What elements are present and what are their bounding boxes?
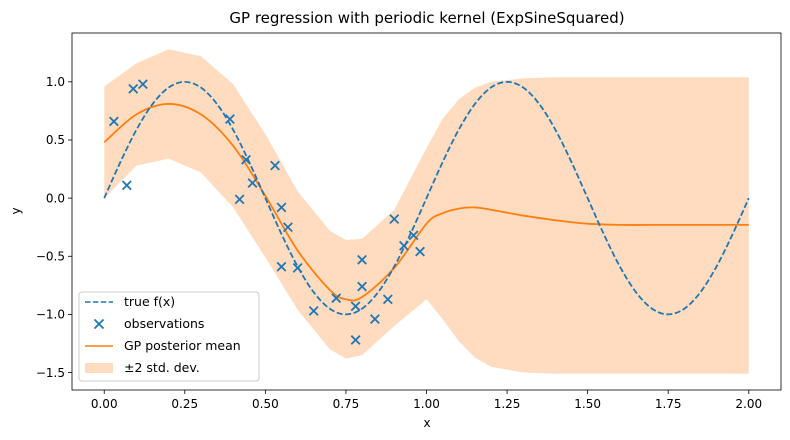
observation-point	[408, 230, 419, 241]
y-axis: −1.5 −1.0 −0.5 0.0 0.5 1.0	[36, 75, 72, 380]
observation-point	[382, 294, 393, 305]
observation-point	[137, 79, 148, 90]
y-axis-label: y	[9, 207, 23, 214]
x-tick-label: 1.50	[574, 397, 601, 411]
x-axis-label: x	[423, 416, 430, 430]
observation-point	[357, 254, 367, 265]
observation-point	[308, 305, 319, 316]
observation-point	[415, 246, 425, 257]
true-f-line	[103, 80, 750, 316]
plot-area	[103, 49, 750, 374]
x-axis: 0.00 0.25 0.50 0.75 1.00 1.25 1.50 1.75 2.00	[91, 390, 762, 411]
y-tick-label: −0.5	[36, 249, 65, 263]
observation-point	[247, 178, 258, 188]
observation-point	[276, 202, 287, 213]
observation-point	[224, 114, 235, 124]
x-tick-label: 1.00	[413, 397, 440, 411]
y-tick-label: −1.0	[36, 308, 65, 322]
std-band-area	[104, 49, 749, 374]
x-tick-label: 1.75	[655, 397, 682, 411]
chart-title: GP regression with periodic kernel (ExpS…	[229, 9, 624, 27]
gp-mean-line	[103, 103, 749, 302]
observation-point	[234, 194, 245, 205]
observation-point	[292, 262, 303, 273]
legend-swatch-observations	[93, 318, 105, 330]
y-tick-label: 0.0	[46, 191, 65, 205]
legend-label-gp-mean: GP posterior mean	[124, 338, 241, 353]
observation-point	[331, 293, 342, 304]
observation-point	[241, 154, 251, 165]
observation-point	[276, 261, 287, 272]
y-tick-label: 1.0	[46, 75, 65, 89]
x-tick-label: 0.25	[171, 397, 198, 411]
observation-point	[399, 240, 409, 251]
observation-point	[128, 83, 139, 94]
observation-point	[121, 180, 132, 191]
observation-point	[282, 222, 293, 233]
y-tick-label: −1.5	[36, 366, 65, 380]
observation-point	[357, 281, 367, 292]
x-tick-label: 2.00	[735, 397, 762, 411]
observation-point	[350, 335, 361, 345]
legend-swatch-band	[85, 363, 113, 373]
legend-label-true-f: true f(x)	[124, 294, 175, 309]
y-tick-label: 0.5	[46, 133, 65, 147]
legend-label-band: ±2 std. dev.	[124, 360, 200, 375]
observation-point	[389, 214, 400, 224]
x-tick-label: 0.00	[91, 397, 118, 411]
observation-point	[369, 314, 380, 325]
observation-point	[108, 116, 119, 127]
legend-frame	[78, 291, 260, 382]
observation-point	[350, 301, 361, 312]
x-tick-label: 0.75	[333, 397, 360, 411]
x-tick-label: 0.50	[252, 397, 279, 411]
legend-label-observations: observations	[124, 316, 204, 331]
legend: true f(x) observations GP posterior mean…	[78, 291, 260, 382]
observation-point	[270, 160, 280, 171]
x-tick-label: 1.25	[494, 397, 521, 411]
